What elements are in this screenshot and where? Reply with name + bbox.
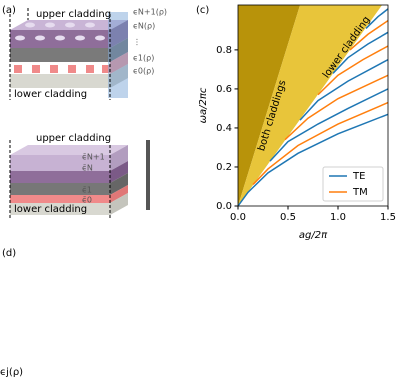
band-curve <box>332 31 388 74</box>
diagram-label: ϵN+1(ρ) <box>133 8 167 17</box>
band-curve <box>284 74 388 141</box>
diagram-label: ϵ̄N+1 <box>82 153 105 162</box>
y-tick-label: 0.4 <box>216 123 232 134</box>
diagram-label: ϵ1(ρ) <box>133 54 154 63</box>
light-cone-region <box>238 5 301 206</box>
diagram-label: ϵ̄0 <box>82 196 92 205</box>
footer-text: ϵj(ρ) <box>0 367 23 378</box>
band-curve <box>252 101 388 186</box>
legend-label: TE <box>352 171 365 182</box>
band-curve <box>365 8 388 29</box>
diagram-label: ϵN(ρ) <box>133 22 155 31</box>
plot-area <box>238 5 388 206</box>
band-curve <box>269 88 388 162</box>
panel-label: (a) <box>2 5 16 16</box>
band-curve <box>349 19 388 51</box>
axes-frame <box>237 4 389 207</box>
diagram-label: ϵ0(ρ) <box>133 67 154 76</box>
band-curve <box>299 58 388 121</box>
panel-label: (d) <box>2 248 16 259</box>
x-tick-label: 0.0 <box>230 212 246 223</box>
panel-label: (c) <box>196 5 209 16</box>
band-curve <box>238 113 388 206</box>
top-stack <box>9 8 128 100</box>
x-tick-label: 0.5 <box>280 212 296 223</box>
diagram-label: upper cladding <box>36 9 111 20</box>
band-curve <box>317 45 388 96</box>
y-tick-label: 0.2 <box>216 162 232 173</box>
x-tick-label: 1.0 <box>330 212 346 223</box>
legend: TE TM <box>322 166 384 202</box>
y-axis-label: ωa/2πc <box>198 87 209 123</box>
y-tick-label: 0.8 <box>216 45 232 56</box>
x-tick-label: 1.5 <box>380 212 396 223</box>
diagram-label: ϵ̄1 <box>82 186 92 195</box>
diagram-label: ϵ̄N <box>82 164 93 173</box>
diagram-label: ⋮ <box>133 38 141 47</box>
y-tick-label: 0.6 <box>216 84 232 95</box>
x-axis-label: ag/2π <box>299 230 328 241</box>
bottom-stack <box>9 140 150 218</box>
diagram-label: upper cladding <box>36 133 111 144</box>
diagram-label: lower cladding <box>14 204 87 215</box>
legend-label: TM <box>352 187 368 198</box>
y-tick-label: 0.0 <box>216 201 232 212</box>
diagram-label: lower cladding <box>14 89 87 100</box>
